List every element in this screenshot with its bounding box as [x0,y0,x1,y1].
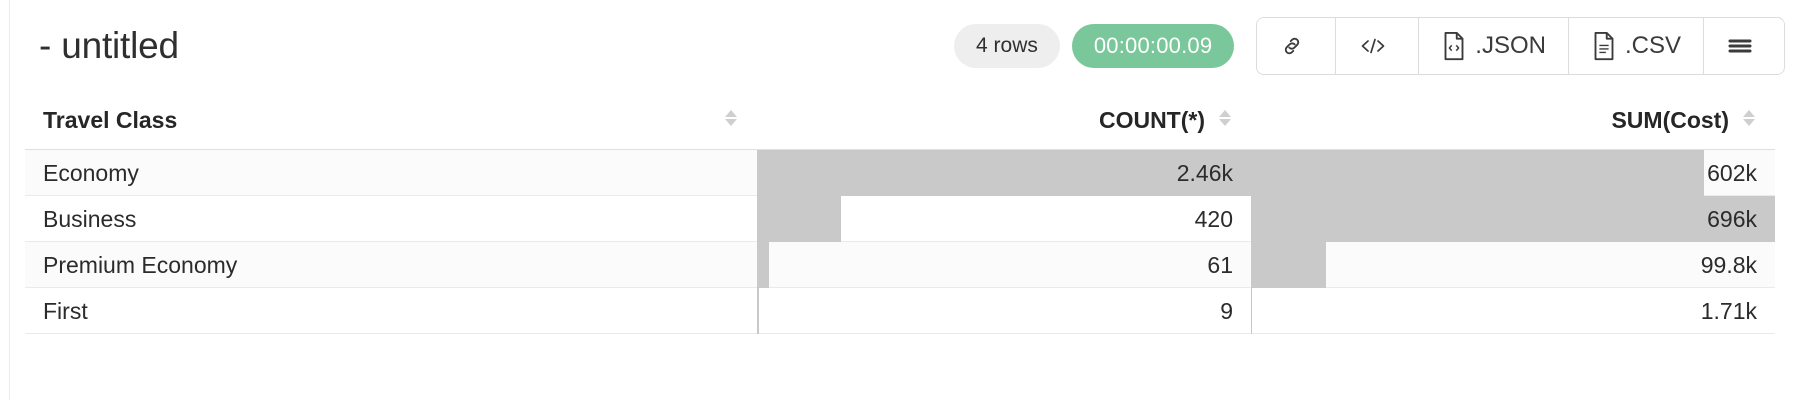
cell-travel-class: Premium Economy [25,242,757,288]
cell-travel-class: Business [25,196,757,242]
table-row[interactable]: Business 420 696k [25,196,1775,242]
table-row[interactable]: First 9 1.71k [25,288,1775,334]
table-row[interactable]: Premium Economy 61 99.8k [25,242,1775,288]
query-timer-badge: 00:00:00.09 [1071,24,1235,68]
sort-toggle-icon[interactable] [1217,106,1233,136]
value-bar [1251,196,1775,242]
cell-value: 696k [1707,205,1757,232]
overflow-menu-button[interactable] [1704,18,1784,74]
cell-value: 61 [1207,251,1233,278]
hamburger-menu-icon [1726,35,1754,57]
download-json-label: .JSON [1475,32,1546,59]
cell-sum-cost: 1.71k [1251,288,1775,334]
results-table: Travel Class COUNT(*) [25,92,1775,334]
cell-sum-cost: 602k [1251,150,1775,196]
column-header-sum-cost-label: SUM(Cost) [1611,107,1729,133]
export-button-group: .JSON .CSV [1256,17,1785,75]
value-bar [757,150,1251,196]
left-divider [9,0,10,400]
cell-travel-class: Economy [25,150,757,196]
column-header-count[interactable]: COUNT(*) [757,92,1251,150]
cell-value: 2.46k [1176,159,1233,186]
cell-value: First [43,297,88,324]
cell-value: 602k [1707,159,1757,186]
json-file-icon [1441,31,1467,61]
table-header-row: Travel Class COUNT(*) [25,92,1775,150]
download-csv-button[interactable]: .CSV [1568,18,1704,74]
cell-count: 61 [757,242,1251,288]
download-csv-label: .CSV [1624,32,1681,59]
value-bar [1251,242,1326,288]
cell-value: Premium Economy [43,251,238,278]
cell-value: 420 [1194,205,1233,232]
cell-sum-cost: 696k [1251,196,1775,242]
table-row[interactable]: Economy 2.46k 602k [25,150,1775,196]
cell-travel-class: First [25,288,757,334]
value-bar [1251,288,1253,334]
sort-toggle-icon[interactable] [723,106,739,136]
code-icon [1358,33,1388,59]
table-body: Economy 2.46k 602k Business 420 696k Premium E… [25,150,1775,334]
csv-file-icon [1591,31,1617,61]
value-bar [757,242,770,288]
sort-toggle-icon[interactable] [1741,106,1757,136]
column-header-travel-class[interactable]: Travel Class [25,92,757,150]
view-code-button[interactable] [1336,18,1420,74]
value-bar [757,288,759,334]
row-count-badge: 4 rows [954,24,1060,68]
copy-link-button[interactable] [1257,18,1337,74]
cell-value: Economy [43,159,139,186]
cell-value: Business [43,205,137,232]
cell-value: 9 [1220,297,1233,324]
value-bar [757,196,842,242]
result-header: - untitled 4 rows 00:00:00.09 [25,0,1791,92]
cell-value: 99.8k [1700,251,1757,278]
column-header-travel-class-label: Travel Class [43,107,178,133]
cell-count: 420 [757,196,1251,242]
column-header-sum-cost[interactable]: SUM(Cost) [1251,92,1775,150]
column-header-count-label: COUNT(*) [1098,107,1205,133]
cell-value: 1.71k [1700,297,1757,324]
cell-count: 9 [757,288,1251,334]
cell-sum-cost: 99.8k [1251,242,1775,288]
header-actions: 4 rows 00:00:00.09 [954,17,1791,75]
cell-count: 2.46k [757,150,1251,196]
value-bar [1251,150,1705,196]
download-json-button[interactable]: .JSON [1419,18,1569,74]
page-title: - untitled [39,25,179,66]
link-icon [1279,33,1305,59]
